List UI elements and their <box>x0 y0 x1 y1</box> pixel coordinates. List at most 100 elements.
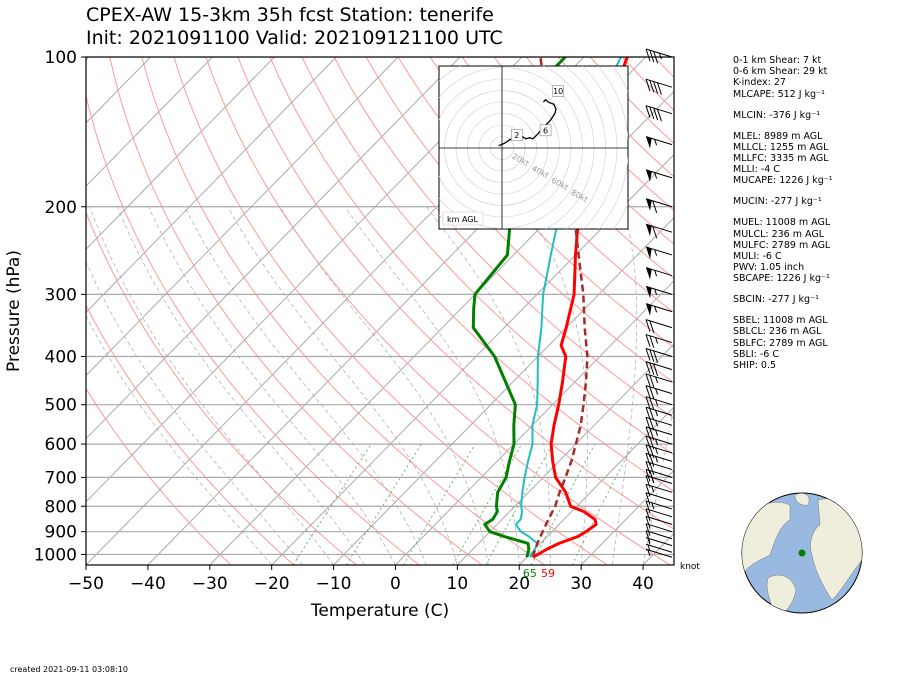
wind-barb-pennant <box>646 198 652 211</box>
x-tick-label: −20 <box>254 574 290 594</box>
sounding-indices: 0-1 km Shear: 7 kt 0-6 km Shear: 29 kt K-i… <box>733 55 833 371</box>
dry-adiabat-line <box>333 57 674 419</box>
wind-barb-flag <box>649 470 655 483</box>
wind-barb-flag <box>649 349 655 362</box>
wind-barb-flag <box>652 226 658 239</box>
dry-adiabat-line <box>173 57 608 565</box>
x-tick-label: 20 <box>508 574 530 594</box>
y-tick-label: 1000 <box>34 545 77 565</box>
wind-barb-flag <box>645 500 651 514</box>
dry-adiabat-line <box>461 57 674 279</box>
wind-barb-flag <box>656 109 662 122</box>
wind-barb-flag <box>645 105 651 118</box>
wind-barb <box>645 105 673 122</box>
index-line: SBLI: -6 C <box>733 348 779 360</box>
y-tick-label: 800 <box>45 497 77 517</box>
mixing-ratio-line <box>345 443 422 565</box>
index-line: MLLFC: 3335 m AGL <box>733 152 829 164</box>
wind-barb-flag <box>649 445 655 459</box>
dry-adiabat-line <box>109 57 483 565</box>
wind-barb-flag <box>645 319 651 332</box>
x-tick-label: −10 <box>316 574 352 594</box>
wind-barb-staff <box>645 246 673 256</box>
wind-barb <box>645 452 673 467</box>
moist-adiabat-line <box>86 315 272 565</box>
wind-barb-flag <box>645 407 651 420</box>
wind-barb-half <box>655 376 659 384</box>
moist-adiabat-line <box>184 206 427 565</box>
wind-barb-staff <box>645 492 673 502</box>
index-line: SBEL: 11008 m AGL <box>733 315 828 327</box>
wind-barb-flag <box>645 373 651 387</box>
wind-barb <box>645 136 673 149</box>
y-tick-label: 900 <box>45 523 77 543</box>
station-marker <box>798 549 806 557</box>
hodograph-height-label: 2 <box>514 131 519 140</box>
x-tick-label: −50 <box>68 574 104 594</box>
y-tick-label: 700 <box>45 468 77 488</box>
wind-barb-pennant <box>646 224 652 237</box>
y-tick-label: 400 <box>45 348 77 368</box>
index-line: MLEL: 8989 m AGL <box>733 130 823 142</box>
wind-barb-flag <box>645 396 651 409</box>
wind-barb-half <box>655 429 659 437</box>
wind-barb-half <box>658 52 662 60</box>
wind-barb-flag <box>649 374 655 388</box>
isotherm-line <box>580 469 674 565</box>
index-line: SHIP: 0.5 <box>733 360 777 371</box>
hodograph-legend-box <box>442 211 484 226</box>
y-tick-label: 100 <box>45 48 77 68</box>
created-timestamp: created 2021-09-11 03:08:10 <box>10 665 128 674</box>
mixing-ratio-line <box>571 443 634 565</box>
wind-barb-half <box>647 544 651 552</box>
hodograph-height-box <box>539 124 552 137</box>
wind-barb-flag <box>649 50 655 63</box>
surface-dewpoint-label: 65 <box>523 567 537 580</box>
wind-barb-flag <box>649 454 655 467</box>
y-tick-label: 600 <box>45 435 77 455</box>
index-line: 0-1 km Shear: 7 kt <box>733 55 822 66</box>
mixing-ratio-line <box>530 443 596 565</box>
index-line: SBLCL: 236 m AGL <box>733 326 822 338</box>
isotherm-line <box>271 153 674 565</box>
wind-barb <box>645 537 673 547</box>
dry-adiabat-line <box>141 57 546 565</box>
index-line: PWV: 1.05 inch <box>733 262 805 274</box>
wind-barb-flag <box>645 469 651 482</box>
wind-barb <box>645 426 673 441</box>
wind-barb-flag <box>645 348 651 361</box>
wind-barb-flag <box>649 386 655 399</box>
hodograph-legend-label: km AGL <box>447 215 479 224</box>
index-line: MLCAPE: 512 J kg⁻¹ <box>733 88 825 100</box>
wind-barb <box>645 508 673 521</box>
wind-barb-half <box>654 270 658 277</box>
wind-barb <box>645 515 673 529</box>
wind-barb <box>645 468 673 483</box>
wind-barb <box>645 530 673 543</box>
south-america-shape <box>766 574 797 613</box>
moist-adiabat-line <box>279 206 489 565</box>
wind-barb-pennant <box>646 303 652 316</box>
wind-barb <box>645 396 673 411</box>
wind-barb <box>645 416 673 431</box>
hodograph-height-label: 6 <box>543 126 548 135</box>
wind-barb <box>645 483 673 497</box>
wind-barb-half <box>655 410 659 417</box>
wind-barb <box>645 348 673 364</box>
hodograph-height-box <box>510 129 523 141</box>
y-axis-label: Pressure (hPa) <box>4 250 24 372</box>
moist-adiabat-line <box>148 206 396 565</box>
wind-barb-flag <box>645 334 651 347</box>
y-tick-label: 200 <box>45 198 77 218</box>
x-tick-label: 40 <box>632 574 654 594</box>
wind-barb <box>645 223 673 239</box>
wind-barb-half <box>654 306 658 313</box>
isotherm-line <box>457 343 674 565</box>
wind-barb-flag <box>645 516 651 529</box>
index-line: MUCAPE: 1226 J kg⁻¹ <box>733 175 833 187</box>
wind-barb-flag <box>645 523 651 536</box>
wind-barb <box>645 285 673 299</box>
isotherm-line <box>86 57 399 377</box>
isotherm-line <box>518 406 674 565</box>
index-line: MLLI: -4 C <box>733 164 780 176</box>
